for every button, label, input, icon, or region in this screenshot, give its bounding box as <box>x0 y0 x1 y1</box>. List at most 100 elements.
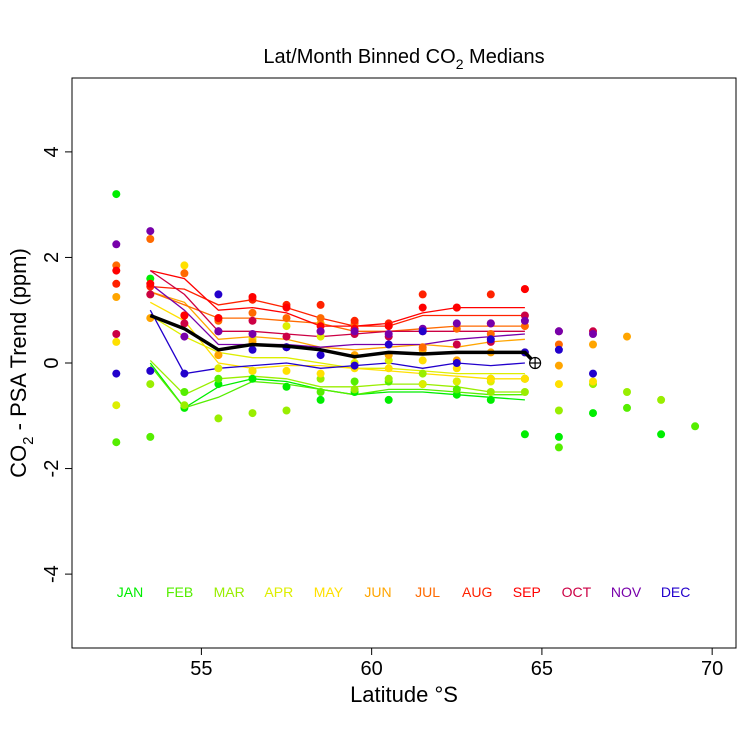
data-point <box>554 361 563 370</box>
data-point <box>214 374 223 383</box>
data-point <box>384 374 393 383</box>
data-point <box>180 319 189 328</box>
series-line-apr <box>149 314 525 375</box>
data-point <box>623 388 631 396</box>
series-apr <box>149 314 525 375</box>
x-tick-label: 60 <box>361 658 383 680</box>
legend-item-jul: JUL <box>415 584 440 600</box>
legend-item-feb: FEB <box>166 584 193 600</box>
data-point <box>554 327 563 336</box>
data-point <box>316 395 325 404</box>
data-point <box>282 303 291 312</box>
data-point <box>418 380 427 389</box>
data-point <box>248 345 257 354</box>
series-mar <box>149 359 525 396</box>
data-point <box>452 319 461 328</box>
legend-item-apr: APR <box>264 584 293 600</box>
data-point <box>180 261 189 270</box>
data-point <box>112 369 121 378</box>
points-dec <box>112 290 597 378</box>
data-point <box>623 332 631 341</box>
data-point <box>520 430 529 439</box>
series-jul <box>150 291 525 332</box>
legend-item-jun: JUN <box>364 584 391 600</box>
y-tick-label: 0 <box>41 357 63 368</box>
data-point <box>589 409 597 418</box>
legend-item-mar: MAR <box>214 584 245 600</box>
data-point <box>180 388 189 396</box>
data-point <box>350 316 359 325</box>
data-point <box>486 395 495 404</box>
data-point <box>520 374 529 383</box>
data-point <box>452 340 461 349</box>
data-point <box>350 385 359 394</box>
data-point <box>316 300 325 309</box>
data-point <box>589 330 597 338</box>
data-point <box>657 395 666 404</box>
data-point <box>248 330 257 338</box>
data-point <box>180 311 189 320</box>
data-point <box>146 227 155 236</box>
series-line-feb <box>149 365 525 409</box>
data-point <box>248 316 257 325</box>
legend-item-aug: AUG <box>462 584 492 600</box>
data-point <box>146 432 155 441</box>
series-oct <box>149 270 525 338</box>
data-point <box>248 293 257 301</box>
data-point <box>384 395 393 404</box>
data-point <box>282 322 291 331</box>
chart-title: Lat/Month Binned CO2 Medians <box>263 46 544 72</box>
data-point <box>350 361 359 370</box>
series-dec <box>149 309 525 375</box>
series-feb <box>149 365 525 409</box>
data-point <box>112 293 121 301</box>
data-point <box>520 285 529 294</box>
plot-frame <box>71 77 737 649</box>
data-point <box>554 345 563 354</box>
data-point <box>112 266 121 275</box>
data-point <box>214 364 223 373</box>
series-jun <box>150 291 525 351</box>
series-line-mar <box>149 359 525 396</box>
data-point <box>589 340 597 349</box>
data-point <box>214 414 223 423</box>
series-line-oct <box>149 270 525 338</box>
data-point <box>350 327 359 336</box>
data-point <box>214 327 223 336</box>
series-line-dec <box>149 309 525 375</box>
data-point <box>248 374 257 383</box>
points-jan <box>112 190 666 441</box>
data-point <box>452 385 461 394</box>
data-point <box>418 327 427 336</box>
data-point <box>316 388 325 396</box>
data-point <box>554 432 563 441</box>
data-point <box>554 380 563 389</box>
x-tick-label: 65 <box>531 658 553 680</box>
data-point <box>316 327 325 336</box>
data-point <box>282 332 291 341</box>
data-point <box>691 422 700 431</box>
legend-item-dec: DEC <box>661 584 691 600</box>
y-tick-label: -2 <box>41 460 63 478</box>
data-point <box>418 303 427 312</box>
data-point <box>418 356 427 365</box>
data-point <box>146 380 155 389</box>
data-point <box>316 351 325 360</box>
data-point <box>214 314 223 323</box>
data-point <box>589 377 597 386</box>
data-point <box>316 369 325 378</box>
data-point <box>486 319 495 328</box>
data-point <box>384 340 393 349</box>
y-tick-label: 2 <box>41 252 63 263</box>
data-point <box>112 330 121 338</box>
data-point <box>657 430 666 439</box>
data-point <box>112 438 121 447</box>
data-point <box>418 290 427 299</box>
series-layer <box>112 190 700 452</box>
data-point <box>214 290 223 299</box>
data-point <box>418 343 427 352</box>
data-point <box>180 269 189 278</box>
data-point <box>112 337 121 346</box>
data-point <box>554 443 563 452</box>
data-point <box>452 359 461 367</box>
